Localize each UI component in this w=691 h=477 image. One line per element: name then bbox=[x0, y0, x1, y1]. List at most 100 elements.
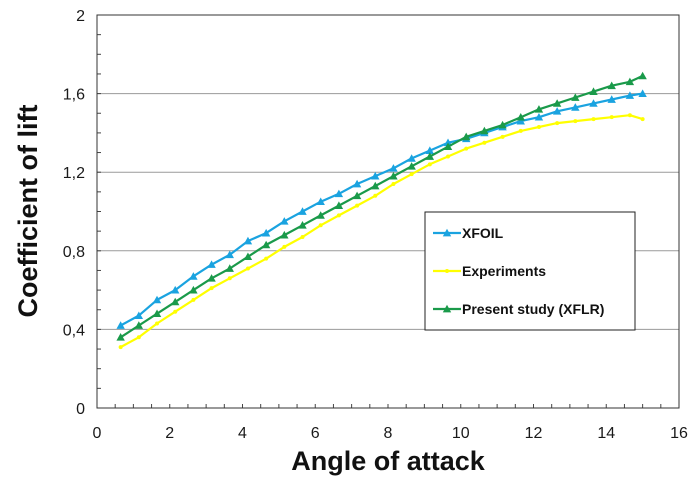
data-point bbox=[225, 264, 234, 272]
data-point bbox=[171, 297, 180, 306]
data-point bbox=[573, 119, 578, 124]
legend-entry: Experiments bbox=[433, 263, 546, 279]
data-point bbox=[591, 117, 596, 122]
data-point bbox=[609, 115, 614, 120]
data-point bbox=[282, 244, 287, 249]
data-point bbox=[318, 223, 323, 228]
y-axis-title: Coefficient of lift bbox=[13, 105, 43, 318]
legend: XFOIL Experiments Present study (XFLR) bbox=[424, 211, 636, 331]
data-point bbox=[498, 120, 507, 129]
data-point bbox=[207, 260, 216, 268]
y-tick-label: 1,6 bbox=[63, 87, 85, 104]
x-tick-label: 8 bbox=[384, 425, 393, 442]
data-point bbox=[640, 117, 645, 122]
data-point bbox=[446, 154, 451, 159]
data-point bbox=[298, 207, 307, 215]
data-point bbox=[261, 240, 271, 249]
data-point bbox=[173, 309, 178, 314]
x-tick-label: 0 bbox=[93, 425, 102, 442]
data-point bbox=[607, 81, 616, 90]
data-point bbox=[316, 211, 325, 219]
x-axis-title: Angle of attack bbox=[291, 446, 486, 476]
series-2 bbox=[116, 71, 647, 341]
data-point bbox=[407, 154, 416, 162]
y-tick-label: 0,4 bbox=[63, 322, 85, 339]
data-point bbox=[464, 146, 469, 151]
data-point bbox=[280, 230, 289, 239]
y-tick-label: 1,2 bbox=[63, 165, 85, 182]
data-point bbox=[625, 91, 635, 99]
data-point bbox=[355, 203, 360, 208]
data-point bbox=[389, 164, 398, 172]
data-point bbox=[152, 295, 162, 304]
data-point bbox=[134, 311, 144, 320]
data-point bbox=[552, 99, 562, 107]
legend-entry: XFOIL bbox=[433, 225, 504, 241]
x-tick-label: 4 bbox=[238, 425, 247, 442]
legend-entry: Present study (XFLR) bbox=[433, 301, 604, 317]
data-point bbox=[116, 321, 125, 329]
data-point bbox=[136, 335, 141, 340]
data-point bbox=[555, 121, 560, 126]
x-tick-label: 16 bbox=[670, 425, 688, 442]
data-point bbox=[334, 189, 344, 198]
x-tick-label: 10 bbox=[452, 425, 470, 442]
data-point bbox=[638, 71, 647, 80]
data-point bbox=[589, 99, 598, 107]
data-point bbox=[443, 138, 453, 147]
data-point bbox=[518, 128, 523, 133]
data-point bbox=[427, 162, 432, 167]
data-point bbox=[189, 285, 198, 294]
data-point bbox=[552, 107, 562, 115]
data-point bbox=[373, 193, 378, 198]
data-point bbox=[571, 93, 580, 101]
data-point bbox=[298, 221, 307, 229]
data-point bbox=[625, 77, 635, 86]
data-point bbox=[243, 252, 253, 261]
data-point bbox=[443, 142, 453, 151]
x-tick-label: 12 bbox=[525, 425, 543, 442]
data-point bbox=[352, 191, 362, 200]
data-point bbox=[516, 116, 525, 125]
legend-swatch-marker bbox=[442, 304, 452, 313]
data-point bbox=[589, 87, 598, 95]
data-point bbox=[391, 181, 396, 186]
data-point bbox=[334, 201, 344, 209]
legend-label: Experiments bbox=[462, 263, 546, 279]
data-point bbox=[482, 140, 487, 145]
data-point bbox=[209, 286, 214, 291]
data-point bbox=[480, 126, 489, 135]
data-point bbox=[627, 113, 632, 118]
data-point bbox=[243, 236, 253, 245]
data-point bbox=[516, 112, 525, 121]
data-point bbox=[462, 132, 471, 141]
data-point bbox=[638, 89, 647, 97]
data-point bbox=[371, 181, 380, 190]
legend-label: Present study (XFLR) bbox=[462, 301, 604, 317]
legend-swatch-marker bbox=[442, 228, 452, 237]
series-1 bbox=[118, 113, 645, 350]
data-point bbox=[316, 197, 325, 206]
data-point bbox=[571, 103, 580, 111]
legend-items: XFOIL Experiments Present study (XFLR) bbox=[433, 225, 604, 317]
data-point bbox=[409, 172, 414, 177]
data-point bbox=[534, 112, 544, 121]
data-point bbox=[300, 235, 305, 240]
data-point bbox=[389, 171, 398, 180]
data-point bbox=[371, 171, 380, 180]
x-tick-label: 6 bbox=[311, 425, 320, 442]
data-point bbox=[500, 134, 505, 139]
data-point bbox=[607, 95, 616, 103]
legend-label: XFOIL bbox=[462, 225, 504, 241]
data-point bbox=[152, 309, 162, 318]
data-point bbox=[225, 250, 234, 259]
data-point bbox=[118, 345, 123, 350]
data-point bbox=[352, 179, 362, 188]
y-tick-label: 2 bbox=[76, 8, 85, 25]
data-point bbox=[425, 146, 435, 154]
data-point bbox=[536, 125, 541, 130]
y-tick-label: 0,8 bbox=[63, 244, 85, 261]
legend-swatch-marker bbox=[445, 269, 449, 273]
data-point bbox=[227, 276, 232, 281]
